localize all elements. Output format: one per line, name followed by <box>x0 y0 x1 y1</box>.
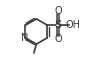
Text: S: S <box>54 20 62 30</box>
Text: N: N <box>21 33 28 43</box>
Text: OH: OH <box>66 20 81 30</box>
Text: O: O <box>54 34 62 44</box>
Text: O: O <box>54 6 62 16</box>
